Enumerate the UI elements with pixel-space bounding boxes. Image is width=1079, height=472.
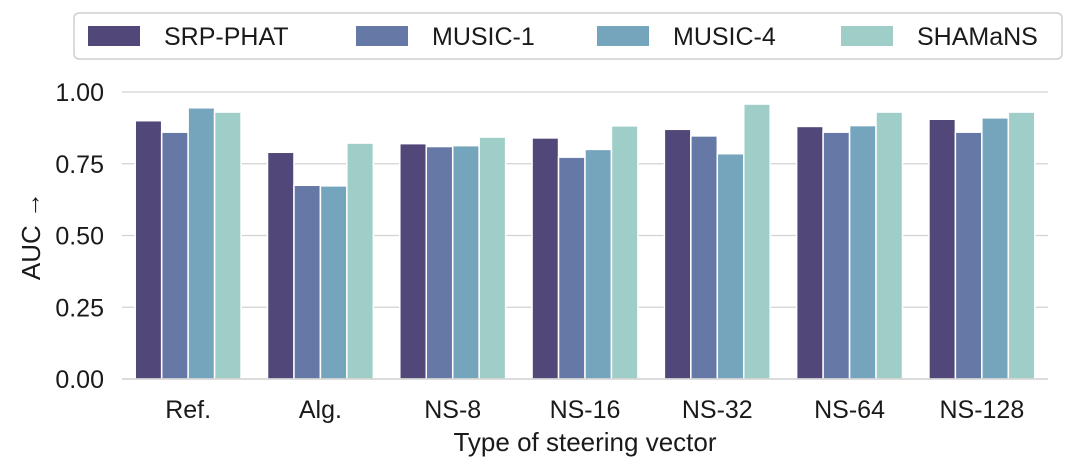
legend-box: [73, 12, 1063, 60]
legend-label-music-4: MUSIC-4: [673, 23, 776, 51]
legend-label-music-1: MUSIC-1: [432, 23, 535, 51]
x-axis-ticks: Ref. Alg. NS-8 NS-16 NS-32 NS-64 NS-128: [165, 396, 1024, 424]
bar-shamans-alg: [346, 142, 375, 380]
y-tick-label: 1.00: [55, 79, 104, 107]
y-axis-ticks: 0.00 0.25 0.50 0.75 1.00: [55, 79, 104, 394]
x-tick-label: NS-16: [550, 396, 621, 424]
legend-label-srp-phat: SRP-PHAT: [164, 23, 289, 51]
bar-srp-phat-ns64: [795, 125, 824, 380]
bar-music-1-ns16: [557, 156, 586, 380]
x-tick-label: NS-8: [424, 396, 481, 424]
bar-shamans-ns16: [610, 125, 639, 380]
bar-music-1-alg: [293, 184, 322, 380]
bar-srp-phat-ns8: [399, 142, 428, 380]
bar-music-1-ref: [160, 131, 189, 380]
legend-swatch-music-4: [597, 26, 649, 46]
bar-music-4-ns8: [451, 144, 480, 380]
x-tick-label: Alg.: [299, 396, 342, 424]
bar-srp-phat-ns32: [663, 128, 692, 380]
legend-swatch-shamans: [841, 26, 893, 46]
bar-srp-phat-ns128: [928, 118, 957, 380]
bar-srp-phat-ns16: [531, 137, 560, 380]
x-tick-label: NS-64: [814, 396, 885, 424]
bar-music-4-ref: [187, 107, 216, 380]
bar-shamans-ns8: [478, 136, 507, 380]
y-tick-label: 0.50: [55, 223, 104, 251]
bar-music-4-ns64: [848, 124, 877, 380]
bar-music-1-ns32: [690, 135, 719, 380]
bar-shamans-ref: [213, 111, 242, 380]
bar-music-1-ns64: [822, 131, 851, 380]
bar-shamans-ns64: [875, 111, 904, 380]
bar-music-1-ns8: [425, 145, 454, 380]
legend-swatch-srp-phat: [88, 26, 140, 46]
bar-shamans-ns128: [1007, 111, 1036, 380]
x-axis-label: Type of steering vector: [453, 427, 716, 457]
bar-music-4-ns32: [716, 152, 745, 380]
legend-label-shamans: SHAMaNS: [917, 23, 1038, 51]
x-tick-label: NS-128: [939, 396, 1024, 424]
bar-srp-phat-ref: [134, 119, 163, 380]
y-tick-label: 0.00: [55, 366, 104, 394]
legend-swatch-music-1: [356, 26, 408, 46]
legend: SRP-PHAT MUSIC-1 MUSIC-4 SHAMaNS: [73, 12, 1063, 60]
bar-shamans-ns32: [742, 103, 771, 380]
bar-music-1-ns128: [954, 131, 983, 380]
x-tick-label: Ref.: [165, 396, 211, 424]
bar-srp-phat-alg: [266, 151, 295, 380]
y-tick-label: 0.25: [55, 294, 104, 322]
x-tick-label: NS-32: [682, 396, 753, 424]
y-axis-label: AUC →: [16, 192, 46, 280]
y-tick-label: 0.75: [55, 151, 104, 179]
bars: [134, 103, 1036, 380]
bar-music-4-alg: [319, 185, 348, 380]
bar-music-4-ns128: [981, 117, 1010, 380]
bar-music-4-ns16: [584, 148, 613, 380]
